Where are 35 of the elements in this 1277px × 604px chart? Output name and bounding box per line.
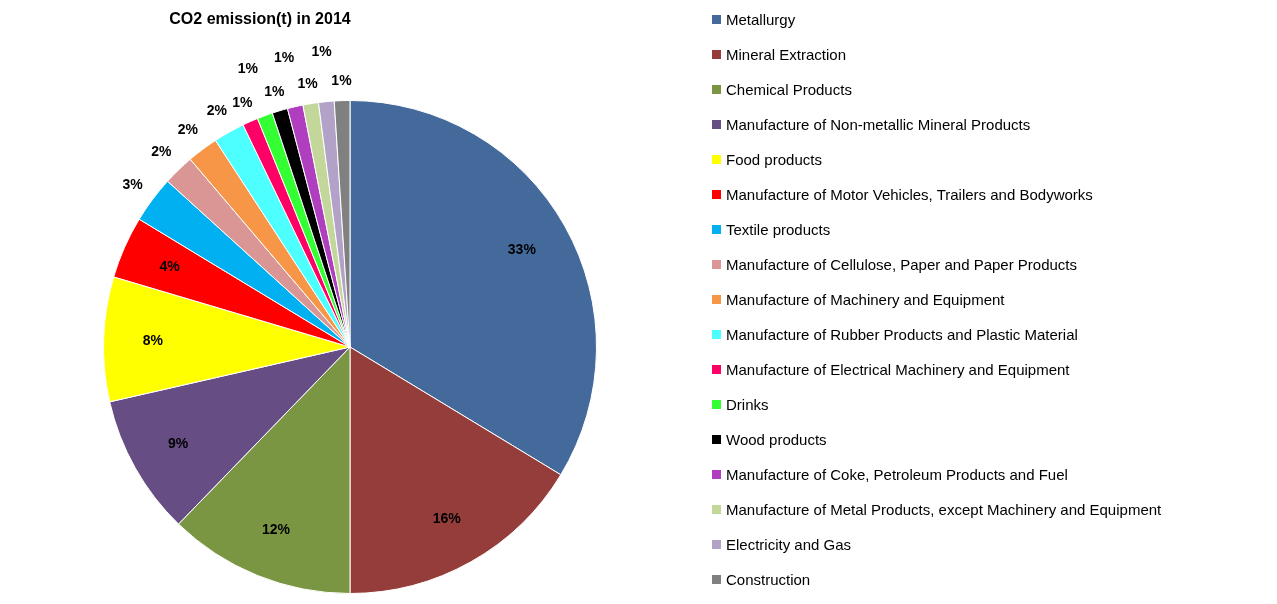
data-label: 2%	[177, 120, 199, 137]
data-label: 2%	[151, 143, 173, 160]
legend-label: Manufacture of Electrical Machinery and Equipment	[726, 361, 1070, 378]
data-label: 3%	[122, 175, 144, 192]
legend-label: Manufacture of Rubber Products and Plastic Material	[726, 326, 1078, 343]
data-label: 1%	[232, 94, 253, 111]
data-label: 33%	[507, 241, 537, 258]
legend-label: Manufacture of Coke, Petroleum Products and Fuel	[726, 466, 1068, 483]
legend-label: Chemical Products	[726, 81, 852, 98]
legend-label: Manufacture of Machinery and Equipment	[726, 291, 1005, 308]
chart-title: CO2 emission(t) in 2014	[168, 10, 352, 28]
data-label: 9%	[168, 434, 189, 451]
data-label: 1%	[297, 75, 319, 92]
data-label: 4%	[159, 258, 181, 275]
legend-label: Manufacture of Motor Vehicles, Trailers and Bodyworks	[726, 186, 1093, 203]
data-label: 8%	[142, 331, 164, 348]
legend-label: Drinks	[726, 396, 769, 413]
legend-label: Metallurgy	[726, 11, 796, 28]
legend-label: Manufacture of Cellulose, Paper and Paper Products	[726, 256, 1078, 273]
legend-label: Food products	[726, 151, 822, 168]
data-label: 16%	[432, 509, 462, 526]
data-label: 12%	[261, 520, 291, 537]
legend-label: Manufacture of Metal Products, except Machinery and Equipment	[726, 501, 1162, 518]
data-label: 2%	[206, 101, 228, 118]
data-label: 1%	[237, 60, 259, 77]
data-label: 1%	[311, 43, 333, 60]
legend-label: Construction	[726, 571, 811, 588]
legend-label: Wood products	[726, 431, 827, 448]
data-label: 1%	[331, 71, 353, 88]
legend-label: Mineral Extraction	[726, 46, 847, 63]
legend-label: Textile products	[726, 221, 831, 238]
data-label: 1%	[274, 49, 295, 66]
legend-label: Electricity and Gas	[726, 536, 852, 553]
legend-label: Manufacture of Non-metallic Mineral Products	[726, 116, 1031, 133]
data-label: 1%	[264, 82, 285, 99]
